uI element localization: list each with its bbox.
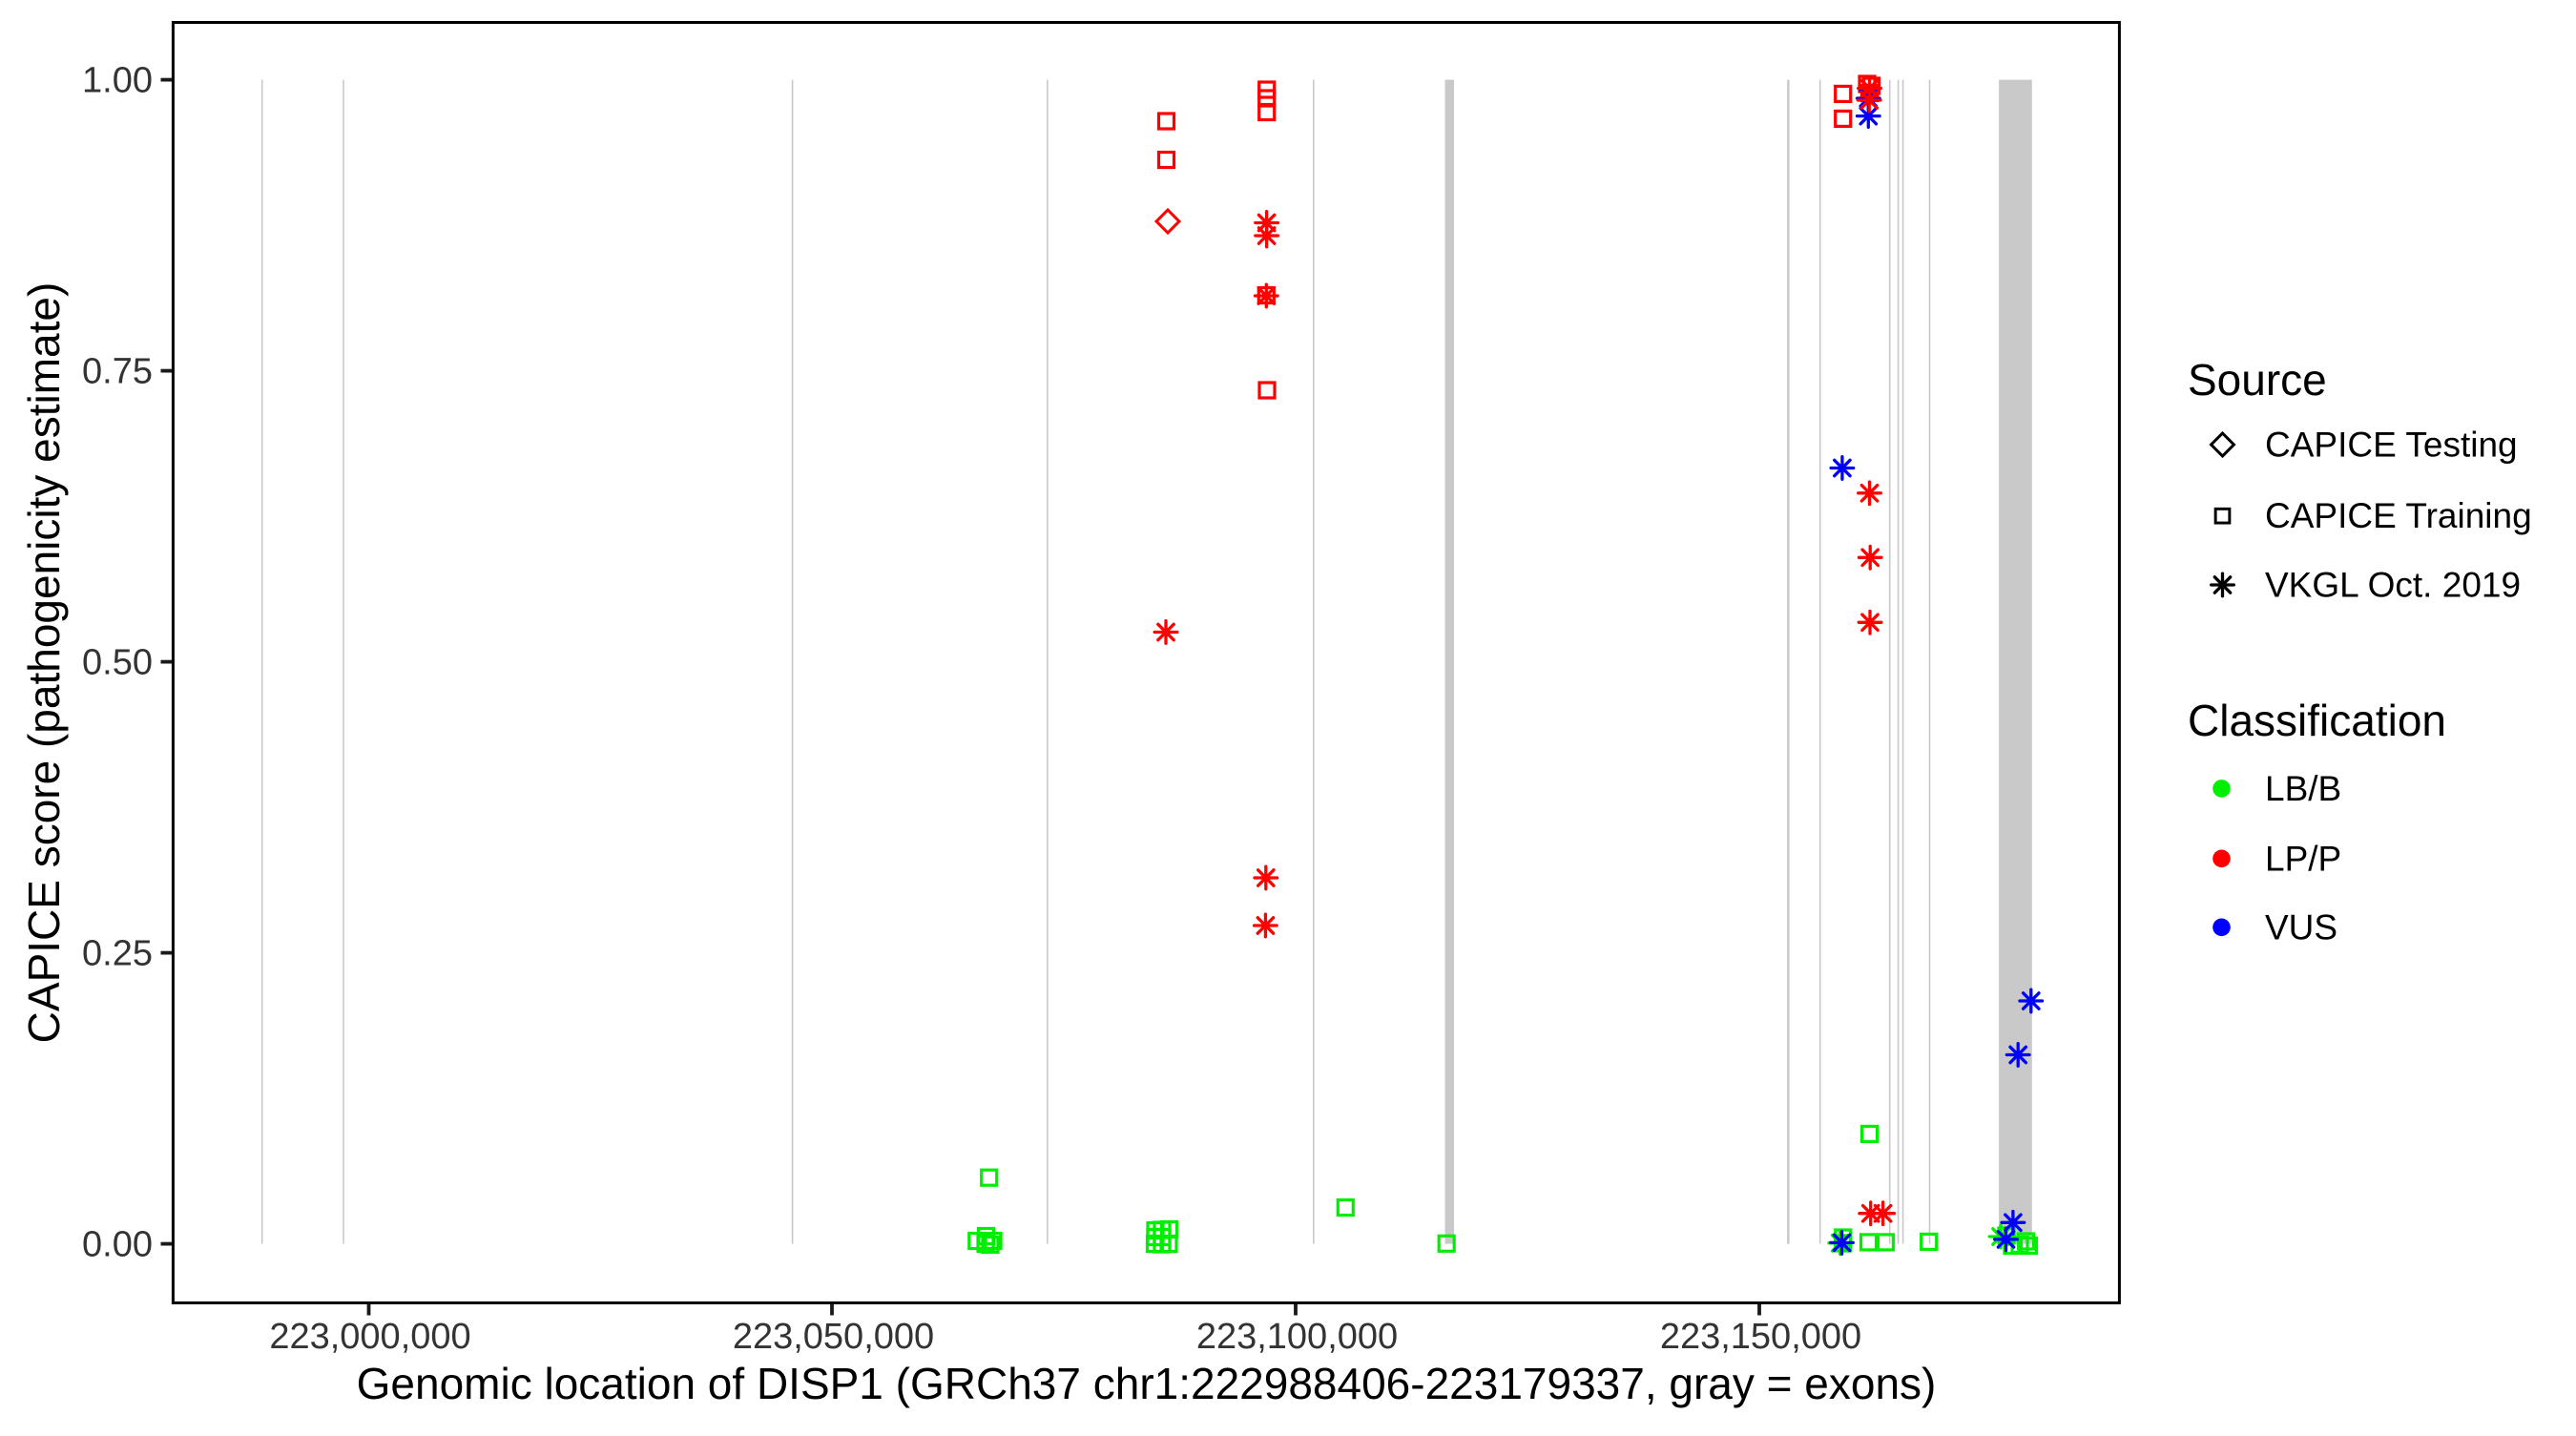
svg-text:0.50: 0.50: [82, 643, 153, 683]
svg-text:CAPICE Training: CAPICE Training: [2265, 496, 2532, 535]
svg-text:223,150,000: 223,150,000: [1660, 1317, 1861, 1357]
svg-text:VKGL Oct. 2019: VKGL Oct. 2019: [2265, 566, 2521, 605]
svg-text:0.25: 0.25: [82, 934, 153, 974]
svg-text:CAPICE Testing: CAPICE Testing: [2265, 426, 2518, 465]
svg-text:0.00: 0.00: [82, 1225, 153, 1265]
svg-text:LP/P: LP/P: [2265, 839, 2341, 878]
svg-text:VUS: VUS: [2265, 907, 2337, 947]
svg-text:223,050,000: 223,050,000: [733, 1317, 934, 1357]
svg-text:0.75: 0.75: [82, 352, 153, 392]
svg-text:LB/B: LB/B: [2265, 769, 2341, 808]
svg-text:1.00: 1.00: [82, 61, 153, 101]
svg-text:Source: Source: [2188, 355, 2327, 405]
svg-text:223,000,000: 223,000,000: [269, 1317, 470, 1357]
svg-text:CAPICE score (pathogenicity es: CAPICE score (pathogenicity estimate): [19, 282, 69, 1044]
svg-text:Genomic location of DISP1 (GRC: Genomic location of DISP1 (GRCh37 chr1:2…: [357, 1359, 1937, 1408]
svg-text:Classification: Classification: [2188, 696, 2446, 745]
svg-text:223,100,000: 223,100,000: [1196, 1317, 1398, 1357]
